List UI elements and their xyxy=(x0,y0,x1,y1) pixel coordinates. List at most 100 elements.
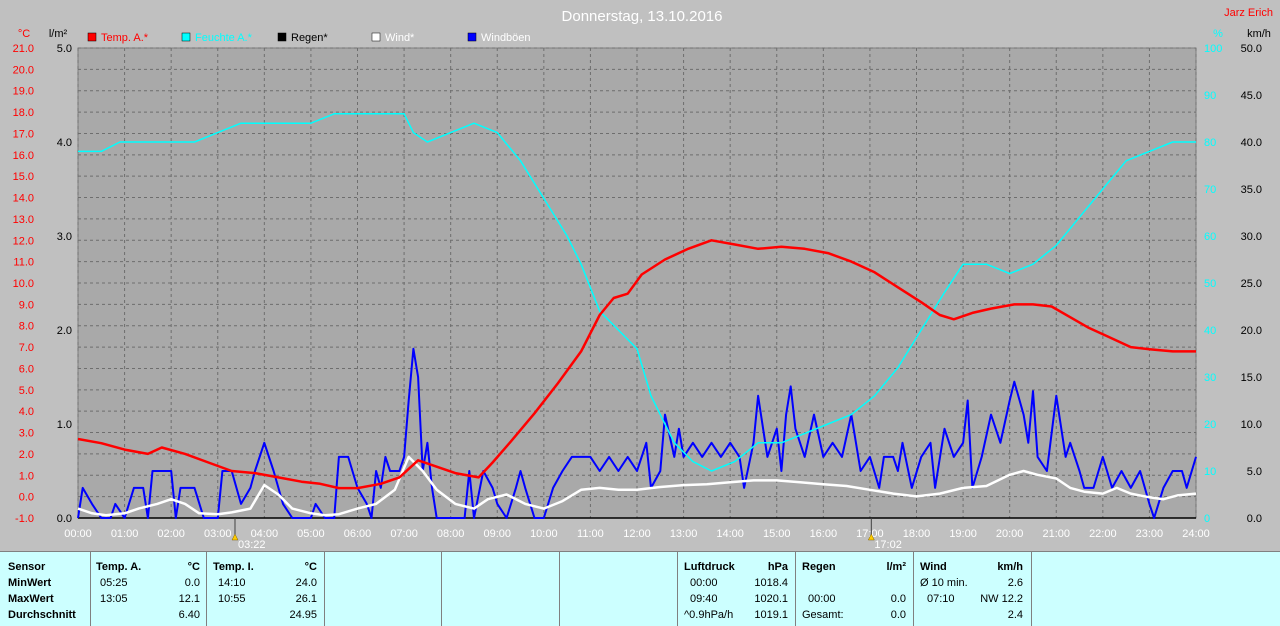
x-tick-label: 13:00 xyxy=(670,528,698,540)
humidity-tick-label: 80 xyxy=(1204,137,1216,149)
series-lines xyxy=(77,113,1197,519)
temp-a-min-time: 05:25 xyxy=(100,577,128,589)
x-tick-label: 02:00 xyxy=(157,528,185,540)
x-tick-label: 23:00 xyxy=(1136,528,1164,540)
temp-tick-label: 9.0 xyxy=(19,299,34,311)
row-max-label: MaxWert xyxy=(8,593,54,605)
rain-tick-label: 3.0 xyxy=(57,231,72,243)
wind-tick-label: 5.0 xyxy=(1247,466,1262,478)
rain-tick-label: 1.0 xyxy=(57,419,72,431)
humidity-tick-label: 100 xyxy=(1204,43,1222,55)
x-tick-label: 01:00 xyxy=(111,528,139,540)
humidity-tick-label: 60 xyxy=(1204,231,1216,243)
temp-tick-label: 4.0 xyxy=(19,406,34,418)
x-tick-label: 20:00 xyxy=(996,528,1024,540)
legend-swatch xyxy=(181,32,191,42)
wind-tick-label: 0.0 xyxy=(1247,513,1262,525)
temp-tick-label: 17.0 xyxy=(13,128,34,140)
legend-swatch xyxy=(277,32,287,42)
temp-i-max-val: 26.1 xyxy=(295,593,317,605)
rain-max-time: 00:00 xyxy=(808,593,836,605)
x-tick-label: 06:00 xyxy=(344,528,372,540)
wind-tick-label: 25.0 xyxy=(1241,278,1262,290)
rain-tick-label: 4.0 xyxy=(57,137,72,149)
temp-tick-label: 12.0 xyxy=(13,235,34,247)
sensor-header: Sensor xyxy=(8,561,46,573)
rain-title: Regen xyxy=(802,561,836,573)
x-tick-label: 19:00 xyxy=(949,528,977,540)
wind-unit-label: km/h xyxy=(1247,28,1271,40)
temp-a-avg: 6.40 xyxy=(178,609,200,621)
x-tick-label: 24:00 xyxy=(1182,528,1210,540)
rain-tick-label: 0.0 xyxy=(57,513,72,525)
temp-tick-label: 15.0 xyxy=(13,171,34,183)
humidity-tick-label: 0 xyxy=(1204,513,1210,525)
temp-a-min-val: 0.0 xyxy=(184,577,200,589)
grid-lines xyxy=(77,47,1197,519)
humidity-tick-label: 90 xyxy=(1204,90,1216,102)
row-avg-label: Durchschnitt xyxy=(8,609,76,621)
x-tick-label: 08:00 xyxy=(437,528,465,540)
weather-chart: 21.0 20.0 19.0 18.0 17.0 16.0 15.0 14.0 13.0 12.0… xyxy=(12,7,1273,550)
rain-unit: l/m² xyxy=(886,561,906,573)
legend-label: Temp. A.* xyxy=(101,32,149,44)
temp-i-unit: °C xyxy=(304,561,317,573)
x-tick-label: 22:00 xyxy=(1089,528,1117,540)
x-tick-label: 16:00 xyxy=(810,528,838,540)
legend-swatch xyxy=(87,32,97,42)
wind-tick-label: 15.0 xyxy=(1241,372,1262,384)
x-tick-label: 04:00 xyxy=(251,528,279,540)
stats-panel: Sensor MinWert MaxWert Durchschnitt Temp… xyxy=(0,551,1280,626)
pressure-trend: ^0.9hPa/h xyxy=(684,609,734,621)
temp-i-min-val: 24.0 xyxy=(295,577,317,589)
temp-tick-label: 3.0 xyxy=(19,428,34,440)
temp-tick-label: -1.0 xyxy=(15,513,34,525)
x-tick-label: 12:00 xyxy=(623,528,651,540)
temp-tick-label: 20.0 xyxy=(13,64,34,76)
sun-marker-icon xyxy=(231,533,239,541)
wind-tick-label: 45.0 xyxy=(1241,90,1262,102)
rain-unit-label: l/m² xyxy=(49,28,68,40)
x-tick-label: 03:00 xyxy=(204,528,232,540)
temp-tick-label: 19.0 xyxy=(13,86,34,98)
legend-label: Windböen xyxy=(481,32,531,44)
temp-tick-label: 8.0 xyxy=(19,321,34,333)
x-tick-label: 21:00 xyxy=(1042,528,1070,540)
pressure-max-time: 09:40 xyxy=(690,593,718,605)
chart-title: Donnerstag, 13.10.2016 xyxy=(562,8,723,25)
wind-tick-label: 35.0 xyxy=(1241,184,1262,196)
wind-tick-label: 20.0 xyxy=(1241,325,1262,337)
temp-a-max-time: 13:05 xyxy=(100,593,128,605)
x-tick-label: 18:00 xyxy=(903,528,931,540)
humidity-tick-label: 40 xyxy=(1204,325,1216,337)
legend-swatch xyxy=(467,32,477,42)
temp-a-title: Temp. A. xyxy=(96,561,142,573)
x-tick-label: 07:00 xyxy=(390,528,418,540)
rain-total-label: Gesamt: xyxy=(802,609,844,621)
humidity-tick-label: 10 xyxy=(1204,466,1216,478)
humidity-tick-label: 70 xyxy=(1204,184,1216,196)
temp-tick-label: 6.0 xyxy=(19,363,34,375)
pressure-avg: 1019.1 xyxy=(754,609,788,621)
rain-total: 0.0 xyxy=(890,609,906,621)
x-tick-label: 17:00 xyxy=(856,528,884,540)
wind-tick-label: 50.0 xyxy=(1241,43,1262,55)
rain-tick-label: 2.0 xyxy=(57,325,72,337)
temp-i-max-time: 10:55 xyxy=(218,593,246,605)
legend-label: Feuchte A.* xyxy=(195,32,253,44)
x-tick-label: 10:00 xyxy=(530,528,558,540)
temp-i-avg: 24.95 xyxy=(289,609,317,621)
pressure-min-time: 00:00 xyxy=(690,577,718,589)
marker-label: 03:22 xyxy=(238,539,266,550)
legend-swatch xyxy=(371,32,381,42)
series-line-windben xyxy=(77,347,1197,519)
wind-max-val: NW 12.2 xyxy=(980,593,1023,605)
marker-label: 17:02 xyxy=(874,539,902,550)
temp-tick-label: 1.0 xyxy=(19,470,34,482)
temp-a-unit: °C xyxy=(187,561,200,573)
temp-tick-label: 21.0 xyxy=(13,43,34,55)
x-tick-label: 00:00 xyxy=(64,528,92,540)
temp-i-title: Temp. I. xyxy=(213,561,254,573)
humidity-tick-label: 20 xyxy=(1204,419,1216,431)
wind-avg-label: Ø 10 min. xyxy=(920,577,968,589)
